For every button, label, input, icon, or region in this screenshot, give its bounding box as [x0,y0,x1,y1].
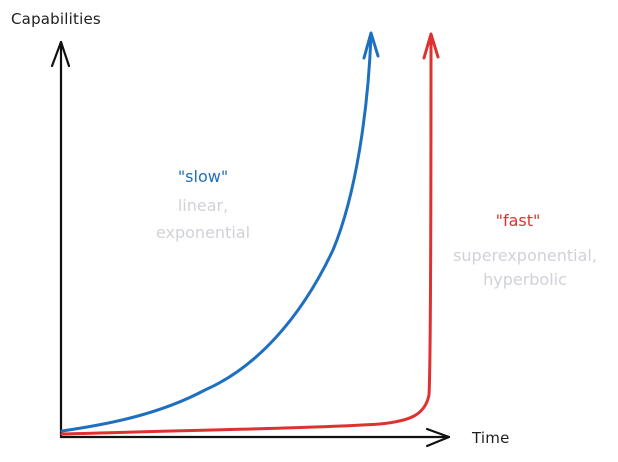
slow-curve [60,34,373,433]
y-axis-arrowhead [50,40,71,68]
x-axis-arrowhead [425,427,451,448]
fast-curve-title: "fast" [495,211,541,230]
slow-curve-description-line2: exponential [155,223,251,242]
x-axis-label: Time [472,429,510,447]
fast-curve [60,36,433,436]
fast-curve-arrowhead [422,32,440,60]
slow-curve-title: "slow" [177,167,229,186]
y-axis-label: Capabilities [11,10,101,28]
fast-curve-description-line1: superexponential, [453,246,597,265]
slow-curve-arrowhead [362,31,380,60]
fast-curve-description-line2: hyperbolic [483,270,567,289]
slow-curve-description-line1: linear, [177,196,229,215]
